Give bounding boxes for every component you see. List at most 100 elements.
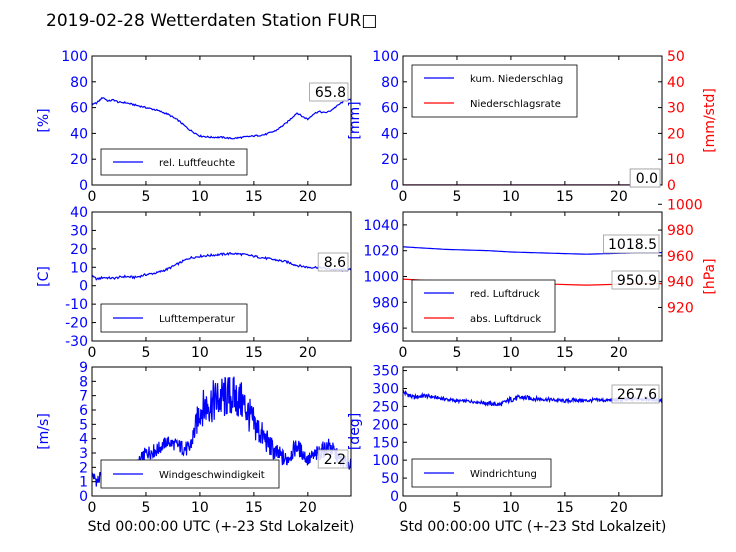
x-tick-label: 20 [610,500,628,516]
value-annotation: 0.0 [636,171,658,187]
y2-tick-label: 940 [667,275,694,291]
y-tick-label: -10 [65,297,88,313]
series-line-lufttemperatur [92,251,351,281]
y2-tick-label: 20 [667,126,685,142]
x-tick-label: 20 [299,345,317,361]
y-tick-label: 980 [372,295,399,311]
y-tick-label: 10 [70,260,88,276]
series-group [92,251,351,281]
y2-tick-label: 960 [667,249,694,265]
x-tick-label: 20 [610,345,628,361]
y-tick-label: 7 [79,389,88,405]
y2-axis-label: [hPa] [702,258,718,294]
legend-label: kum. Niederschlag [470,74,563,85]
series-group [92,97,351,140]
y2-tick-label: 980 [667,223,694,239]
chart-wind_speed: 0 5 10 15 200123456789[m/s]Windgeschwindigke… [36,360,352,516]
x-axis-label-right: Std 00:00:00 UTC (+-23 Std Lokalzeit) [400,519,667,535]
y-tick-label: 20 [381,152,399,168]
y-tick-label: 4 [79,432,88,448]
y-axis-label: [C] [36,266,52,287]
x-tick-label: 10 [191,189,209,205]
y-tick-label: 50 [381,471,399,487]
x-axis-label-left: Std 00:00:00 UTC (+-23 Std Lokalzeit) [88,519,355,535]
x-tick-label: 15 [245,189,263,205]
y-tick-label: 0 [79,178,88,194]
chart-humidity: 0 5 10 15 20 0 20 40 60 80 100 [%] rel. Luftfeuchte 6… [36,49,352,205]
legend-label: Windrichtung [470,469,537,480]
y-tick-label: 40 [381,126,399,142]
plot-frame [402,366,663,497]
chart-precip: 0 5 10 15 20 0 20 40 60 80 100 0 10 20 30 40 50 [mm] [mm/s… [347,49,718,205]
x-tick-label: 15 [245,345,263,361]
y2-tick-label: 50 [667,49,685,65]
value-annotation: 1018.5 [608,237,657,253]
plot-frame [91,55,352,186]
y-tick-label: 300 [372,382,399,398]
x-tick-label: 5 [141,345,150,361]
legend-label: red. Luftdruck [470,289,540,300]
value-annotation-box [611,270,660,290]
y-tick-label: 6 [79,403,88,419]
legend-label: Lufttemperatur [159,314,236,325]
y-tick-label: 250 [372,399,399,415]
legend-label: Niederschlagsrate [470,99,561,110]
x-tick-label: 0 [399,345,408,361]
y-tick-label: 200 [372,417,399,433]
y-tick-label: 60 [70,101,88,117]
page-title: 2019-02-28 Wetterdaten Station FUR□ [46,11,377,31]
x-tick-label: 10 [502,500,520,516]
x-tick-label: 20 [299,189,317,205]
value-annotation-box [629,168,661,188]
y-tick-label: -30 [65,334,88,350]
x-tick-label: 20 [610,189,628,205]
y-tick-label: 0 [390,489,399,505]
x-tick-label: 10 [191,500,209,516]
y-tick-label: 9 [79,360,88,376]
y-tick-label: 1 [79,475,88,491]
x-tick-label: 5 [452,345,461,361]
y-tick-label: 100 [61,49,88,65]
x-tick-label: 10 [502,189,520,205]
y-tick-label: 100 [372,49,399,65]
x-tick-label: 0 [88,500,97,516]
y-tick-label: 150 [372,435,399,451]
x-tick-label: 15 [556,500,574,516]
y2-tick-label: 920 [667,300,694,316]
y-axis-label: [deg] [347,413,363,450]
y-tick-label: 80 [381,75,399,91]
value-annotation-box [603,234,660,254]
x-tick-label: 5 [141,500,150,516]
x-tick-label: 15 [556,189,574,205]
y2-tick-label: 10 [667,152,685,168]
legend [411,64,578,118]
chart-temperature: 0 5 10 15 20 -30 -20 -10 0 10 20 30 40 [C] Lufttempera… [36,205,352,361]
x-tick-label: 20 [299,500,317,516]
value-annotation-box [611,384,660,404]
plot-frame [91,366,352,497]
plot-frame [402,55,663,186]
y-tick-label: 20 [70,242,88,258]
y-tick-label: 60 [381,101,399,117]
value-annotation-box [317,252,349,272]
legend-label: Windgeschwindigkeit [159,470,265,481]
value-annotation: 267.6 [617,387,657,403]
y2-tick-label: 1000 [667,197,703,213]
y-tick-label: 100 [372,453,399,469]
y-axis-label: [%] [36,108,52,132]
y2-axis-label: [mm/std] [702,88,718,153]
y-tick-label: 40 [70,205,88,221]
legend-label: abs. Luftdruck [470,314,541,325]
y2-tick-label: 30 [667,101,685,117]
x-tick-label: 15 [245,500,263,516]
x-tick-label: 0 [88,189,97,205]
x-tick-label: 5 [141,189,150,205]
y-tick-label: 1040 [363,218,399,234]
y-axis-label: [mm] [347,101,363,139]
chart-pressure: 0 5 10 15 20 960 980 1000 1020 1040 920 940 960 980 10… [363,197,718,361]
y-tick-label: 3 [79,446,88,462]
x-tick-label: 15 [556,345,574,361]
x-tick-label: 0 [88,345,97,361]
y-axis-label: [m/s] [36,413,52,450]
value-annotation: 65.8 [315,85,346,101]
